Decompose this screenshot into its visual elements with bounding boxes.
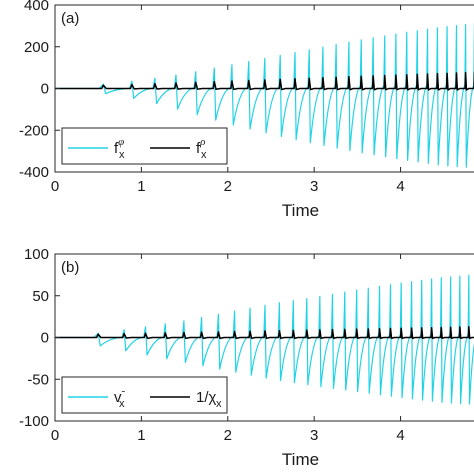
x-axis-label: Time xyxy=(282,450,319,469)
x-tick-label: 4 xyxy=(396,178,404,195)
panel-tag: (b) xyxy=(61,259,79,276)
y-tick-label: -200 xyxy=(19,122,49,139)
x-axis-label: Time xyxy=(282,201,319,220)
x-tick-label: 1 xyxy=(137,427,145,444)
x-tick-label: 1 xyxy=(137,178,145,195)
legend-box xyxy=(61,376,228,414)
x-tick-label: 3 xyxy=(310,427,318,444)
legend-label: v-x xyxy=(114,385,126,410)
legend: v-x 1/χx xyxy=(61,376,228,414)
y-tick-label: -400 xyxy=(19,164,49,181)
x-tick-label: 0 xyxy=(51,427,59,444)
y-tick-label: 0 xyxy=(41,330,49,347)
y-tick-label: 50 xyxy=(32,288,49,305)
legend-label-sup: ρ xyxy=(199,136,205,148)
legend: fφ x fρ x xyxy=(61,127,228,165)
y-tick-label: 200 xyxy=(24,39,49,56)
legend-label: fρ x xyxy=(196,136,207,161)
series-line-cyan xyxy=(55,274,474,405)
y-tick-label: 400 xyxy=(24,0,49,14)
legend-label-sub: x xyxy=(119,149,125,161)
legend-label-main: 1/χ xyxy=(196,389,217,406)
panel-tag: (a) xyxy=(61,10,79,27)
legend-label: fφ x xyxy=(114,136,125,161)
y-tick-label: -100 xyxy=(19,413,49,430)
legend-label-sub: x xyxy=(216,398,222,410)
legend-box xyxy=(61,127,228,165)
series-line-black xyxy=(55,326,474,340)
x-tick-label: 2 xyxy=(224,178,232,195)
x-tick-label: 4 xyxy=(396,427,404,444)
legend-label-sub: x xyxy=(201,149,207,161)
legend-label-main: f xyxy=(196,140,201,157)
legend-label-main: f xyxy=(114,140,119,157)
y-tick-label: -50 xyxy=(27,371,49,388)
x-tick-label: 0 xyxy=(51,178,59,195)
x-tick-label: 3 xyxy=(310,178,318,195)
series-line-black xyxy=(55,71,474,91)
legend-label: 1/χx xyxy=(196,389,222,410)
y-tick-label: 100 xyxy=(24,246,49,263)
x-tick-label: 2 xyxy=(224,427,232,444)
legend-label-sup: φ xyxy=(118,136,124,148)
legend-label-main: v xyxy=(114,389,122,406)
legend-label-sup: - xyxy=(122,385,126,397)
legend-label-sub: x xyxy=(119,398,125,410)
y-tick-label: 0 xyxy=(41,81,49,98)
